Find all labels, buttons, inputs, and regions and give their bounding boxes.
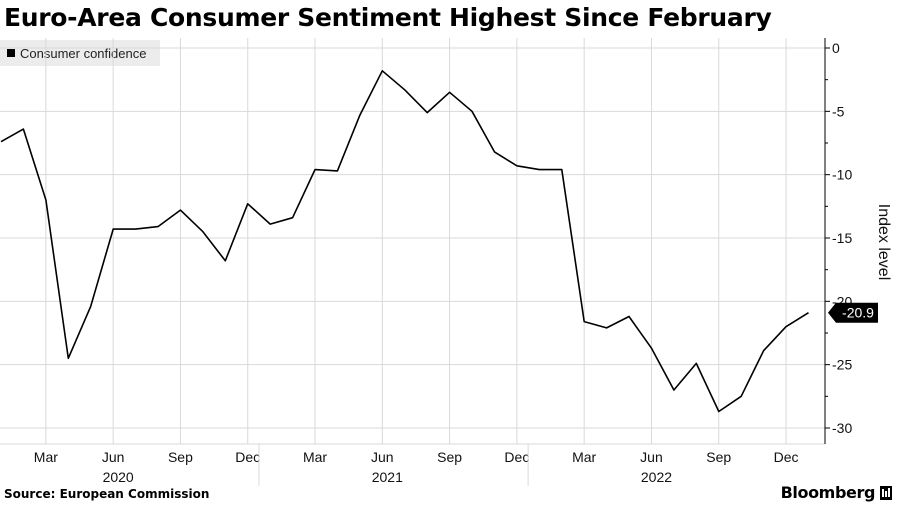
series-layer (0, 70, 809, 413)
x-tick-label: Dec (235, 449, 260, 465)
x-tick-label: Sep (437, 449, 462, 465)
bloomberg-terminal-icon (880, 485, 892, 500)
source-note: Source: European Commission (4, 487, 210, 501)
x-axis-labels: Mar Jun Sep Dec Mar Jun Sep Dec Mar Jun Sep Dec 2020… (34, 444, 799, 486)
y-tick-label: -5 (832, 103, 845, 119)
legend: Consumer confidence (0, 40, 160, 66)
x-tick-label: Mar (572, 449, 596, 465)
y-tick-label: -25 (832, 357, 852, 373)
x-tick-label: Sep (706, 449, 731, 465)
chart-title: Euro-Area Consumer Sentiment Highest Sin… (4, 3, 772, 32)
last-value-label: -20.9 (842, 305, 874, 321)
x-tick-label: Jun (102, 449, 125, 465)
x-year-label: 2021 (372, 469, 403, 485)
x-year-label: 2020 (103, 469, 134, 485)
callout-badge (828, 302, 878, 323)
x-tick-label: Dec (774, 449, 799, 465)
y-tick-label: 0 (832, 40, 840, 56)
x-tick-label: Jun (640, 449, 663, 465)
x-tick-label: Dec (504, 449, 529, 465)
legend-swatch (7, 49, 15, 57)
last-value-callout: -20.9 (828, 302, 878, 323)
x-tick-label: Mar (303, 449, 327, 465)
y-tick-label: -15 (832, 230, 852, 246)
grid-lines (0, 38, 825, 445)
x-year-label: 2022 (641, 469, 672, 485)
brand-name: Bloomberg (780, 483, 876, 502)
y-tick-label: -30 (832, 420, 852, 436)
y-tick-label: -10 (832, 167, 852, 183)
legend-label: Consumer confidence (20, 45, 147, 61)
series-line-consumer-confidence (0, 70, 809, 413)
y-axis: 0-5-10-15-20-25-30 (824, 38, 852, 444)
bloomberg-logo: Bloomberg (781, 483, 892, 502)
x-tick-label: Jun (371, 449, 394, 465)
x-tick-label: Sep (168, 449, 193, 465)
y-axis-title: Index level (875, 204, 892, 281)
x-tick-label: Mar (34, 449, 58, 465)
